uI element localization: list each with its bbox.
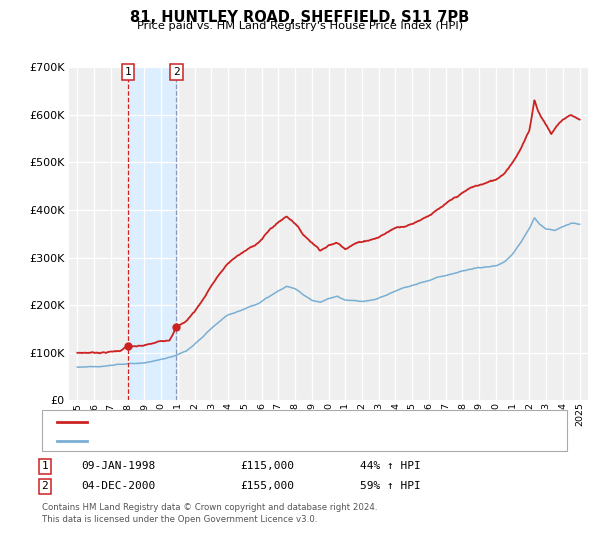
Text: HPI: Average price, detached house, Sheffield: HPI: Average price, detached house, Shef… (91, 436, 330, 446)
Text: Price paid vs. HM Land Registry's House Price Index (HPI): Price paid vs. HM Land Registry's House … (137, 21, 463, 31)
Text: £155,000: £155,000 (240, 481, 294, 491)
Text: Contains HM Land Registry data © Crown copyright and database right 2024.: Contains HM Land Registry data © Crown c… (42, 503, 377, 512)
Text: 81, HUNTLEY ROAD, SHEFFIELD, S11 7PB: 81, HUNTLEY ROAD, SHEFFIELD, S11 7PB (130, 10, 470, 25)
Text: 2: 2 (41, 481, 49, 491)
Text: 59% ↑ HPI: 59% ↑ HPI (360, 481, 421, 491)
Text: 2: 2 (173, 67, 180, 77)
Text: 1: 1 (41, 461, 49, 472)
Text: £115,000: £115,000 (240, 461, 294, 472)
Text: 81, HUNTLEY ROAD, SHEFFIELD, S11 7PB (detached house): 81, HUNTLEY ROAD, SHEFFIELD, S11 7PB (de… (91, 417, 400, 427)
Text: 1: 1 (125, 67, 131, 77)
Text: 44% ↑ HPI: 44% ↑ HPI (360, 461, 421, 472)
Text: 04-DEC-2000: 04-DEC-2000 (81, 481, 155, 491)
Bar (128, 67, 176, 400)
Text: This data is licensed under the Open Government Licence v3.0.: This data is licensed under the Open Gov… (42, 515, 317, 524)
Text: 09-JAN-1998: 09-JAN-1998 (81, 461, 155, 472)
